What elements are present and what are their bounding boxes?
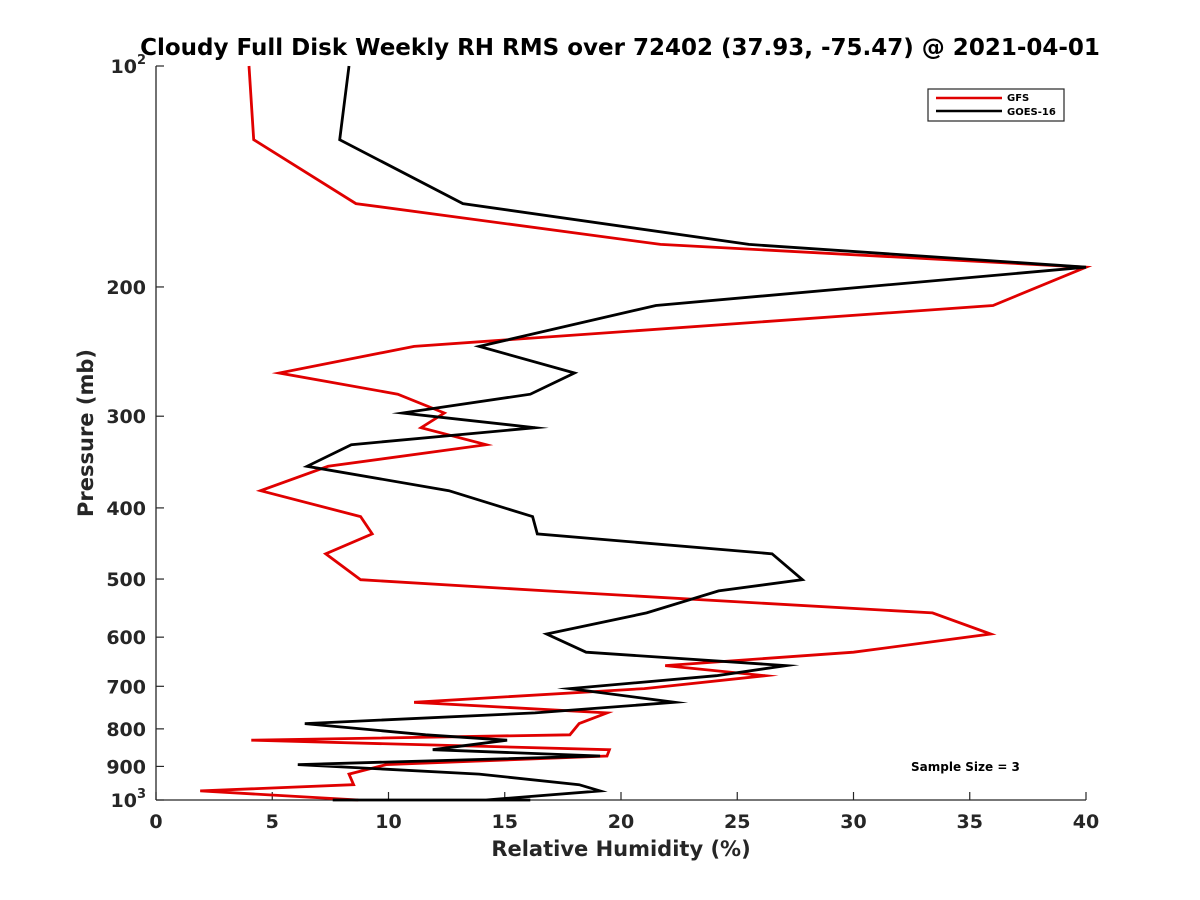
y-tick-label: 300: [106, 406, 146, 428]
series-line-gfs: [200, 65, 1093, 802]
sample-size-annotation: Sample Size = 3: [911, 760, 1020, 774]
x-tick-label: 35: [957, 811, 983, 833]
y-tick-label: 200: [106, 277, 146, 299]
x-axis-ticks: 0 5 10 15 20 25 30 35 40: [149, 792, 1099, 833]
x-tick-label: 5: [266, 811, 279, 833]
x-tick-label: 15: [492, 811, 518, 833]
y-tick-label: 600: [106, 627, 146, 649]
y-tick-label: 900: [106, 756, 146, 778]
y-tick-label: 800: [106, 719, 146, 741]
x-tick-label: 0: [149, 811, 162, 833]
legend-gfs-label: GFS: [1007, 93, 1029, 104]
x-axis-label: Relative Humidity (%): [491, 837, 750, 861]
legend-box: [927, 88, 1065, 122]
plot-area: 0 5 10 15 20 25 30 35 40 10220030040050060070080…: [106, 53, 1099, 833]
x-tick-label: 10: [375, 811, 401, 833]
y-tick-label: 700: [106, 676, 146, 698]
y-tick-label: 400: [106, 498, 146, 520]
x-tick-label: 25: [724, 811, 750, 833]
y-tick-label: 500: [106, 569, 146, 591]
legend-goes16-label: GOES-16: [1007, 107, 1056, 118]
chart-title: Cloudy Full Disk Weekly RH RMS over 7240…: [140, 35, 1100, 61]
x-tick-label: 40: [1073, 811, 1099, 833]
x-tick-label: 20: [608, 811, 634, 833]
series-line-goes16: [297, 65, 1087, 802]
legend: GFS GOES-16: [927, 88, 1065, 122]
x-tick-label: 30: [840, 811, 866, 833]
y-axis-label: Pressure (mb): [74, 349, 98, 517]
series-layer: [200, 65, 1093, 802]
